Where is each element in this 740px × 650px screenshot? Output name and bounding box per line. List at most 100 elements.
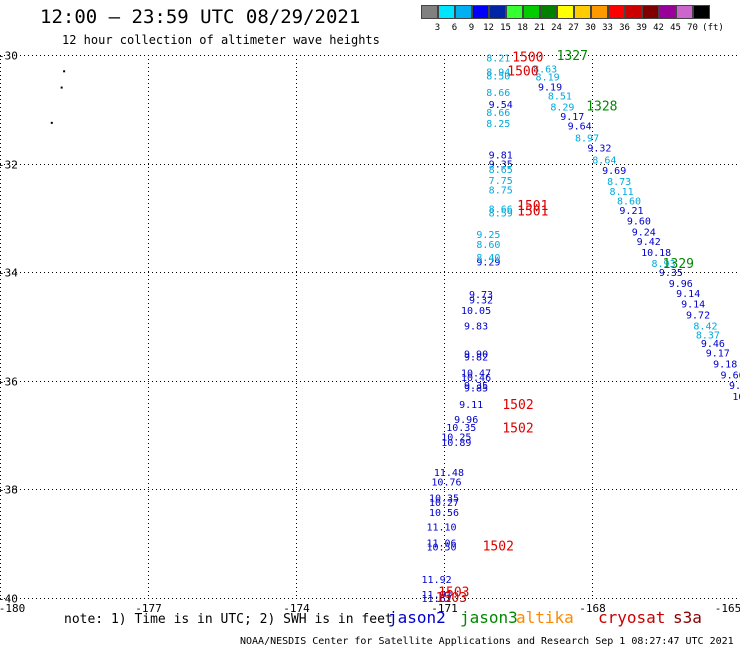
scale-tick-label: 27 — [568, 23, 579, 33]
data-label-jason3: 8.66 — [486, 108, 510, 119]
scale-tick-label: 45 — [670, 23, 681, 33]
data-label-jason2: 10.25 — [441, 433, 471, 444]
data-label-jason2: 11.92 — [422, 575, 452, 586]
scale-swatch — [489, 5, 506, 19]
data-label-jason2: 9.64 — [568, 122, 592, 133]
data-label-jason2: 10.35 — [446, 423, 476, 434]
data-label-jason3: 8.63 — [533, 65, 557, 76]
scale-swatch — [506, 5, 523, 19]
data-label-jason3: 8.73 — [607, 177, 631, 188]
x-tick-label: -180 — [0, 602, 25, 615]
data-label-jason3: 8.66 — [486, 88, 510, 99]
scale-swatch — [523, 5, 540, 19]
data-label-jason3: 8.37 — [696, 331, 720, 342]
data-label-jason2: 9.19 — [538, 82, 562, 93]
data-label-jason3: 8.64 — [592, 155, 616, 166]
data-label-jason2: 9.11 — [459, 400, 483, 411]
data-label-jason2: 9.14 — [676, 289, 700, 300]
scale-swatch — [574, 5, 591, 19]
chart-title: 12:00 – 23:59 UTC 08/29/2021 — [40, 6, 361, 28]
scale-tick-label: 36 — [619, 23, 630, 33]
scale-tick-label: 15 — [500, 23, 511, 33]
x-tick-label: -171 — [431, 602, 458, 615]
data-label-jason2: 9.90 — [464, 350, 488, 361]
scale-swatch — [472, 5, 489, 19]
scale-swatch — [455, 5, 472, 19]
data-label-jason3: 8.66 — [489, 205, 513, 216]
y-tick-label: -30 — [0, 50, 18, 63]
data-label-jason3: 8.65 — [489, 165, 513, 176]
scale-tick-label: 42 — [653, 23, 664, 33]
data-label-cryosat: 1502 — [502, 422, 533, 437]
legend-s3a: s3a — [673, 608, 702, 627]
data-label-jason3: 8.60 — [476, 240, 500, 251]
scale-swatch — [540, 5, 557, 19]
scale-swatch — [438, 5, 455, 19]
data-label-jason2: 9.24 — [632, 227, 656, 238]
scale-swatch — [625, 5, 642, 19]
y-tick-label: -36 — [0, 376, 18, 389]
data-label-cryosat: 1502 — [502, 398, 533, 413]
legend-altika: altika — [516, 608, 574, 627]
scale-swatch — [693, 5, 710, 19]
data-label-cryosat: 1500 — [507, 64, 538, 79]
legend-jason2: jason2 — [388, 608, 446, 627]
data-label-jason3: 8.51 — [548, 92, 572, 103]
data-label-cryosat: 1503 — [436, 591, 467, 606]
data-label-jason2: 11.48 — [434, 468, 464, 479]
data-label-cryosat: 1500 — [512, 51, 543, 66]
data-label-jason3: 9.25 — [476, 230, 500, 241]
scale-tick-label: 18 — [517, 23, 528, 33]
y-tick-label: -40 — [0, 593, 18, 606]
data-label-jason2: 9.17 — [560, 112, 584, 123]
data-label-jason3: 8.97 — [575, 134, 599, 145]
scale-tick-label: 39 — [636, 23, 647, 33]
data-label-jason3: 8.21 — [486, 54, 510, 65]
scale-unit-label: (ft) — [702, 23, 724, 33]
data-label-jason3: 8.40 — [476, 253, 500, 264]
data-label-s3a: 1327 — [557, 49, 588, 64]
data-label-jason2: 10.27 — [429, 498, 459, 509]
data-label-s3a: 1328 — [586, 100, 617, 115]
data-label-jason3: 8.25 — [486, 119, 510, 130]
data-label-cryosat: 1502 — [483, 539, 514, 554]
data-label-jason2: 9.96 — [669, 279, 693, 290]
data-label-jason3: 8.59 — [489, 208, 513, 219]
data-label-jason2: 10.05 — [461, 306, 491, 317]
data-label-jason2: 9.66 — [721, 370, 740, 381]
data-label-jason2: 9.46 — [701, 339, 725, 350]
scale-swatch — [659, 5, 676, 19]
scale-tick-label: 3 — [434, 23, 441, 33]
data-label-jason2: 9.35 — [464, 381, 488, 392]
data-label-jason2: 9.14 — [681, 300, 705, 311]
x-tick-label: -177 — [135, 602, 162, 615]
data-label-jason2: 9.81 — [489, 150, 513, 161]
data-label-jason2: 10.46 — [461, 373, 491, 384]
chart-subtitle: 12 hour collection of altimeter wave hei… — [62, 33, 380, 47]
y-tick-label: -34 — [0, 267, 18, 280]
data-label-jason2: 9.60 — [627, 217, 651, 228]
scale-swatch — [676, 5, 693, 19]
x-tick-label: -165 — [715, 602, 740, 615]
data-label-cryosat: 1503 — [438, 586, 469, 601]
data-label-jason3: 8.93 — [651, 259, 675, 270]
data-marker — [60, 86, 63, 89]
scale-tick-label: 12 — [483, 23, 494, 33]
data-label-jason2: 9.32 — [587, 143, 611, 154]
data-label-jason2: 9.18 — [713, 359, 737, 370]
data-label-jason2: 9.85 — [464, 383, 488, 394]
data-label-jason3: 8.60 — [617, 197, 641, 208]
data-label-jason2: 10.50 — [426, 542, 456, 553]
scale-swatch — [642, 5, 659, 19]
data-label-jason2: 9.21 — [619, 206, 643, 217]
data-marker — [63, 70, 66, 73]
y-tick-label: -32 — [0, 159, 18, 172]
data-label-jason3: 8.29 — [550, 103, 574, 114]
scale-swatch — [421, 5, 438, 19]
credit-line: NOAA/NESDIS Center for Satellite Applica… — [240, 636, 734, 647]
data-label-jason2: 11.62 — [422, 594, 452, 605]
data-label-jason2: 9.72 — [686, 311, 710, 322]
scale-tick-label: 6 — [451, 23, 458, 33]
data-label-jason2: 11.10 — [426, 522, 456, 533]
